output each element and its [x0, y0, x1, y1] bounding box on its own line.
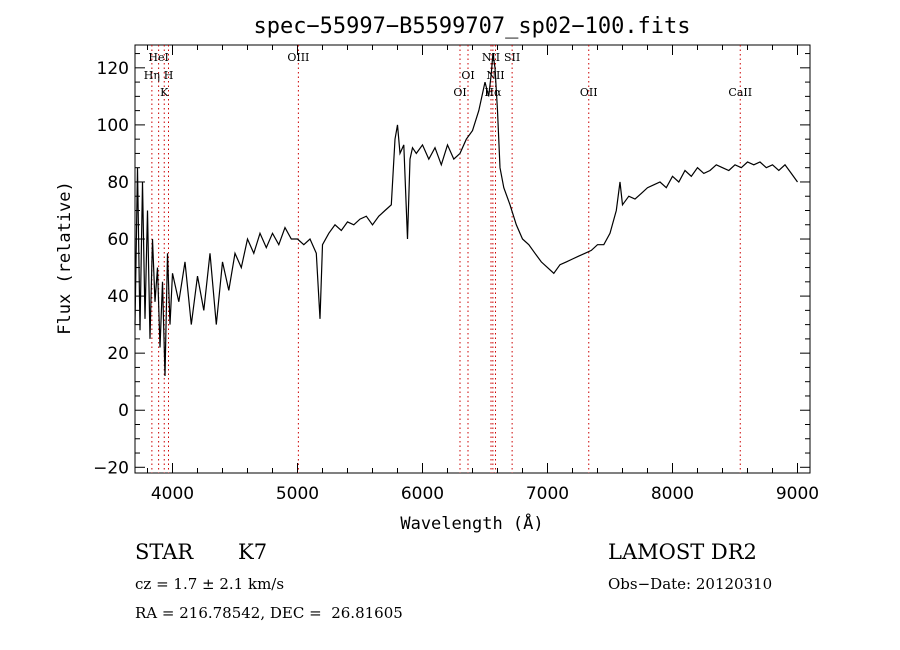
- plot-frame: [134, 44, 811, 474]
- object-class: STAR: [135, 540, 194, 564]
- emission-line-label: OI: [461, 69, 474, 82]
- y-tick-label: 100: [97, 116, 129, 136]
- y-tick-label: −20: [93, 458, 129, 478]
- x-tick-label: 7000: [526, 484, 569, 504]
- emission-line-label: H: [164, 69, 174, 82]
- emission-line-label: CaII: [728, 86, 752, 99]
- x-tick-label: 9000: [776, 484, 819, 504]
- x-tick-label: 5000: [276, 484, 319, 504]
- flux-series: [134, 53, 798, 377]
- emission-line-label: SII: [504, 51, 520, 64]
- y-axis-label: Flux (relative): [55, 181, 75, 335]
- x-tick-label: 6000: [401, 484, 444, 504]
- emission-line-label: NII: [482, 51, 500, 64]
- emission-line-label: OII: [580, 86, 598, 99]
- emission-line-label: OI: [453, 86, 466, 99]
- chart-title: spec−55997−B5599707_sp02−100.fits: [253, 14, 690, 39]
- x-axis-label: Wavelength (Å): [400, 512, 543, 534]
- flux-line: [134, 53, 798, 377]
- obs-date: Obs−Date: 20120310: [608, 575, 773, 593]
- y-tick-label: 20: [107, 344, 129, 364]
- y-tick-label: 0: [118, 401, 129, 421]
- object-subclass: K7: [238, 540, 268, 564]
- x-tick-label: 8000: [651, 484, 694, 504]
- emission-line-label: K: [160, 86, 169, 99]
- emission-line-label: Hη: [144, 69, 160, 82]
- y-tick-label: 60: [107, 230, 129, 250]
- y-tick-label: 120: [97, 59, 129, 79]
- redshift-info: cz = 1.7 ± 2.1 km/s: [135, 575, 285, 593]
- ra-dec: RA = 216.78542, DEC = 26.81605: [135, 604, 403, 622]
- x-tick-label: 4000: [151, 484, 194, 504]
- plot-axes: 4000 5000 6000 7000 8000 9000 −20 0 20 40 60 80 100 1…: [93, 44, 819, 504]
- emission-line-label: OIII: [287, 51, 309, 64]
- emission-line-label: HeI: [148, 51, 168, 64]
- survey-name: LAMOST DR2: [608, 540, 757, 564]
- y-tick-label: 80: [107, 173, 129, 193]
- y-tick-label: 40: [107, 287, 129, 307]
